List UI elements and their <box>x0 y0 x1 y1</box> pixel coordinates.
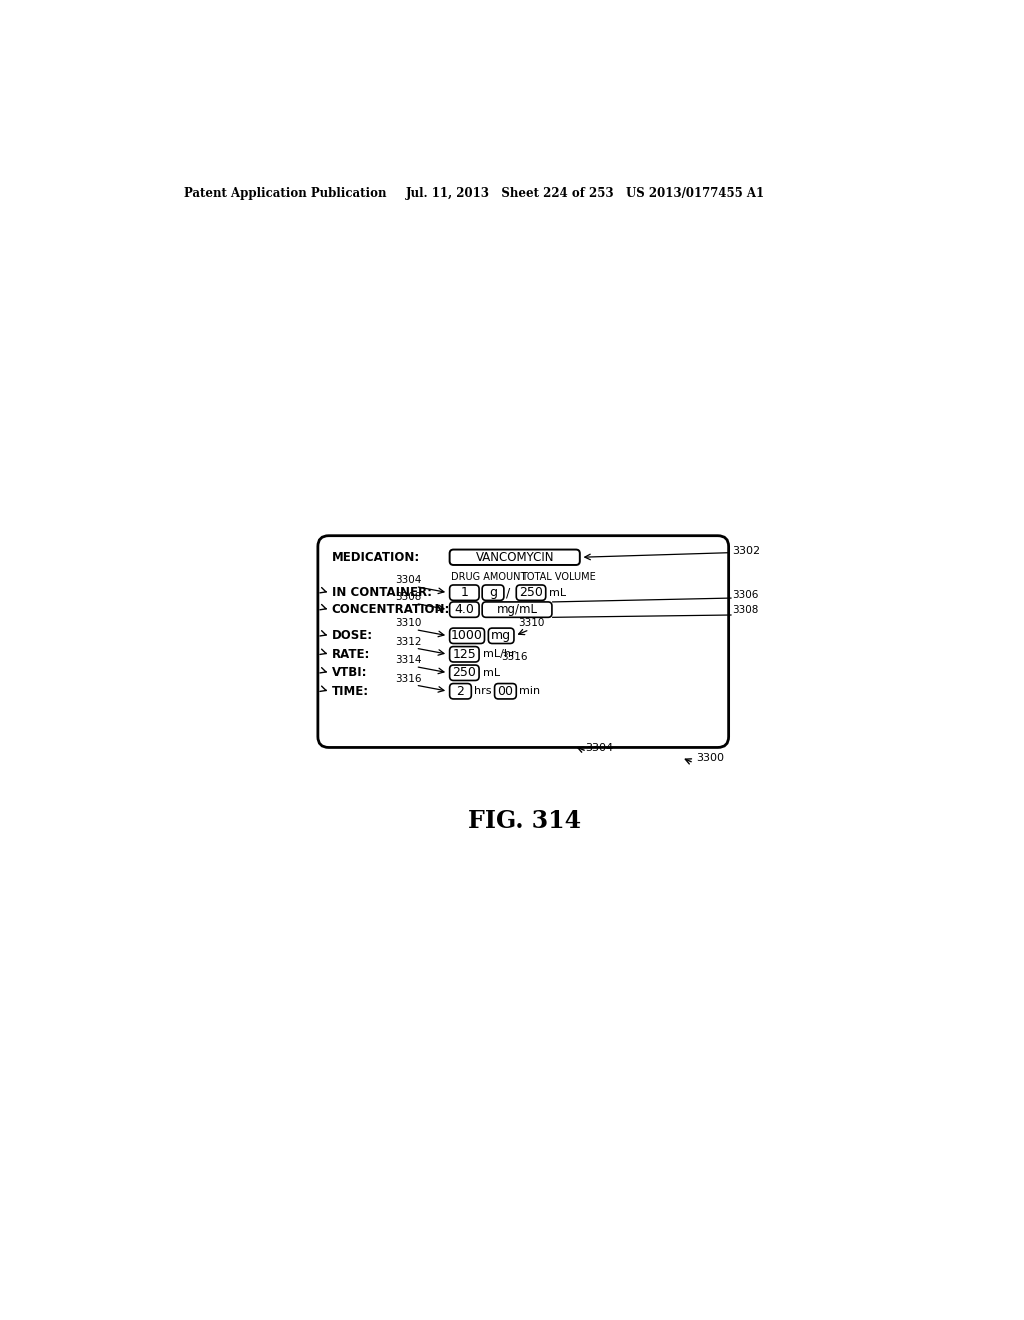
Text: mL/hr: mL/hr <box>483 649 515 659</box>
Text: IN CONTAINER:: IN CONTAINER: <box>332 586 432 599</box>
FancyBboxPatch shape <box>450 647 479 663</box>
Text: DRUG AMOUNT: DRUG AMOUNT <box>451 573 526 582</box>
Text: 3316: 3316 <box>395 673 422 684</box>
Text: DOSE:: DOSE: <box>332 630 373 643</box>
FancyBboxPatch shape <box>482 602 552 618</box>
Text: mL: mL <box>549 587 566 598</box>
Text: TIME:: TIME: <box>332 685 369 698</box>
Text: 3308: 3308 <box>395 591 422 602</box>
Text: 250: 250 <box>519 586 543 599</box>
Text: hrs: hrs <box>474 686 492 696</box>
Text: RATE:: RATE: <box>332 648 371 661</box>
Text: 3314: 3314 <box>395 655 422 665</box>
FancyBboxPatch shape <box>482 585 504 601</box>
Text: 3300: 3300 <box>696 752 724 763</box>
Text: 125: 125 <box>453 648 476 661</box>
Text: mL: mL <box>483 668 500 677</box>
Text: 1000: 1000 <box>452 630 483 643</box>
Text: Patent Application Publication: Patent Application Publication <box>183 187 386 199</box>
Text: 3308: 3308 <box>732 605 759 615</box>
FancyBboxPatch shape <box>317 536 729 747</box>
Text: mg: mg <box>492 630 511 643</box>
Text: 4.0: 4.0 <box>455 603 474 616</box>
FancyBboxPatch shape <box>450 549 580 565</box>
Text: 3304: 3304 <box>395 576 422 585</box>
Text: 00: 00 <box>498 685 513 698</box>
Text: 3306: 3306 <box>732 590 759 599</box>
Text: 3310: 3310 <box>395 618 422 628</box>
FancyBboxPatch shape <box>488 628 514 644</box>
FancyBboxPatch shape <box>495 684 516 700</box>
Text: TOTAL VOLUME: TOTAL VOLUME <box>521 573 596 582</box>
Text: 1: 1 <box>461 586 468 599</box>
Text: FIG. 314: FIG. 314 <box>468 809 582 833</box>
FancyBboxPatch shape <box>450 602 479 618</box>
Text: 2: 2 <box>457 685 465 698</box>
FancyBboxPatch shape <box>450 585 479 601</box>
Text: VANCOMYCIN: VANCOMYCIN <box>475 550 554 564</box>
Text: min: min <box>519 686 541 696</box>
FancyBboxPatch shape <box>450 665 479 681</box>
FancyBboxPatch shape <box>450 628 484 644</box>
FancyBboxPatch shape <box>516 585 546 601</box>
Text: Jul. 11, 2013   Sheet 224 of 253   US 2013/0177455 A1: Jul. 11, 2013 Sheet 224 of 253 US 2013/0… <box>406 187 765 199</box>
Text: CONCENTRATION:: CONCENTRATION: <box>332 603 451 616</box>
Text: MEDICATION:: MEDICATION: <box>332 550 420 564</box>
Text: VTBI:: VTBI: <box>332 667 368 680</box>
Text: g: g <box>489 586 497 599</box>
Text: 3304: 3304 <box>586 743 613 752</box>
Text: mg/mL: mg/mL <box>497 603 538 616</box>
FancyBboxPatch shape <box>450 684 471 700</box>
Text: 3316: 3316 <box>501 652 527 663</box>
Text: 250: 250 <box>453 667 476 680</box>
Text: /: / <box>507 586 511 599</box>
Text: 3312: 3312 <box>395 636 422 647</box>
Text: 3310: 3310 <box>518 618 544 628</box>
Text: 3302: 3302 <box>732 546 761 556</box>
